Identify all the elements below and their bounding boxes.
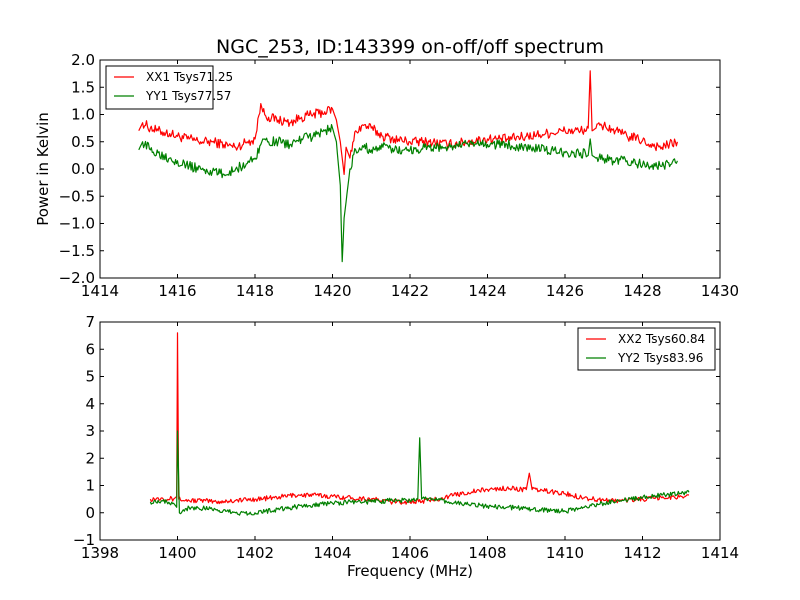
y-tick-label: −1.0 (59, 215, 95, 233)
y-tick-label: 0.5 (71, 133, 95, 151)
y-tick-label: 4 (85, 395, 95, 413)
x-tick-label: 1420 (313, 282, 351, 300)
x-tick-label: 1430 (701, 282, 739, 300)
x-tick-label: 1414 (701, 544, 739, 562)
x-tick-label: 1416 (158, 282, 196, 300)
bottom-plot-lines (149, 332, 690, 516)
x-tick-label: 1410 (546, 544, 584, 562)
y-tick-label: 1.0 (71, 106, 95, 124)
y-tick-label: 2 (85, 449, 95, 467)
top-axes-ticks: 1414 1416 1418 1420 1422 1424 1426 1428 1430 −2.0… (59, 51, 740, 300)
x-tick-label: 1412 (623, 544, 661, 562)
bottom-x-axis-label: Frequency (MHz) (347, 562, 473, 580)
legend-label-xx1: XX1 Tsys71.25 (146, 70, 233, 84)
top-axes: 1414 1416 1418 1420 1422 1424 1426 1428 1430 −2.0… (34, 51, 739, 300)
y-tick-label: −2.0 (59, 269, 95, 287)
top-legend: XX1 Tsys71.25 YY1 Tsys77.57 (105, 65, 233, 110)
y-tick-label: −1.5 (59, 242, 95, 260)
top-plot-lines (138, 70, 678, 263)
series-line-yy1 (138, 123, 678, 263)
y-tick-label: 0 (85, 504, 95, 522)
x-tick-label: 1426 (546, 282, 584, 300)
y-tick-label: 3 (85, 422, 95, 440)
legend-label-yy1: YY1 Tsys77.57 (145, 89, 231, 103)
y-tick-label: 6 (85, 340, 95, 358)
x-tick-label: 1404 (313, 544, 351, 562)
top-legend-box (105, 65, 214, 110)
x-tick-label: 1424 (468, 282, 506, 300)
bottom-axes: 1398 1400 1402 1404 1406 1408 1410 1412 1414 −1 0 1… (73, 313, 739, 580)
series-line-xx2 (149, 332, 690, 505)
legend-label-xx2: XX2 Tsys60.84 (618, 332, 705, 346)
chart-title: NGC_253, ID:143399 on-off/off spectrum (216, 36, 604, 58)
bottom-legend-box (577, 327, 716, 371)
y-tick-label: 7 (85, 313, 95, 331)
series-line-xx1 (138, 70, 678, 175)
x-tick-label: 1398 (81, 544, 119, 562)
top-y-axis-label: Power in Kelvin (34, 112, 52, 226)
x-tick-label: 1408 (468, 544, 506, 562)
y-tick-label: −1 (73, 531, 95, 549)
x-tick-label: 1414 (81, 282, 119, 300)
bottom-legend: XX2 Tsys60.84 YY2 Tsys83.96 (577, 327, 716, 371)
x-tick-label: 1400 (158, 544, 196, 562)
legend-label-yy2: YY2 Tsys83.96 (617, 351, 703, 365)
y-tick-label: 5 (85, 368, 95, 386)
series-line-yy2 (149, 430, 690, 516)
x-tick-label: 1418 (236, 282, 274, 300)
x-tick-label: 1406 (391, 544, 429, 562)
y-tick-label: 2.0 (71, 51, 95, 69)
y-tick-label: 0.0 (71, 160, 95, 178)
x-tick-label: 1402 (236, 544, 274, 562)
y-tick-label: 1.5 (71, 78, 95, 96)
y-tick-label: 1 (85, 477, 95, 495)
bottom-axes-ticks: 1398 1400 1402 1404 1406 1408 1410 1412 1414 −1 0 1… (73, 313, 739, 562)
y-tick-label: −0.5 (59, 187, 95, 205)
x-tick-label: 1428 (623, 282, 661, 300)
x-tick-label: 1422 (391, 282, 429, 300)
